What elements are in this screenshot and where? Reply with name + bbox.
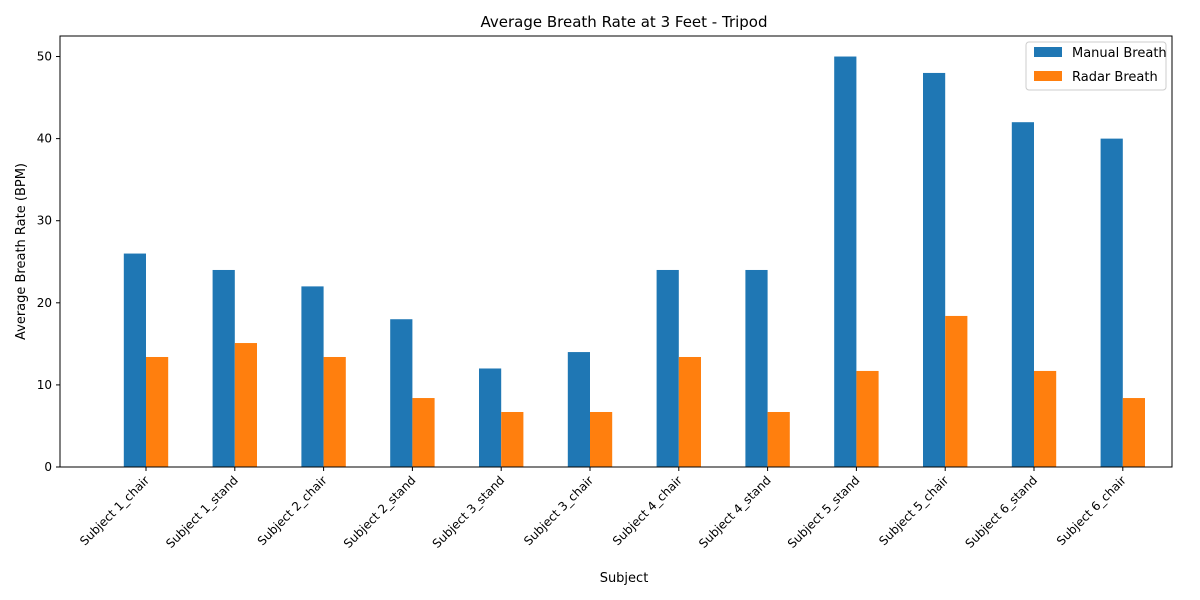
y-tick-label: 30 [37, 214, 52, 228]
y-tick-label: 20 [37, 296, 52, 310]
bar-manual-breath-subject-1-chair [123, 253, 146, 467]
bar-manual-breath-subject-3-chair [567, 352, 590, 467]
legend: Manual Breath Radar Breath [1025, 41, 1167, 91]
bar-manual-breath-subject-4-stand [745, 269, 768, 467]
bar-radar-breath-subject-3-stand [501, 411, 524, 467]
bar-manual-breath-subject-5-chair [923, 72, 946, 467]
y-tick-label: 50 [37, 50, 52, 64]
legend-label-manual-breath: Manual Breath [1072, 46, 1167, 61]
legend-label-radar-breath: Radar Breath [1072, 70, 1158, 85]
bar-manual-breath-subject-4-chair [656, 269, 679, 467]
bar-manual-breath-subject-2-stand [390, 319, 413, 467]
plot-frame [59, 35, 1173, 468]
x-axis-label: Subject [600, 571, 649, 586]
y-axis-label: Average Breath Rate (BPM) [14, 163, 29, 340]
bar-radar-breath-subject-4-stand [767, 411, 790, 467]
bar-manual-breath-subject-5-stand [834, 56, 857, 468]
bar-radar-breath-subject-6-chair [1122, 398, 1145, 467]
bars-group [123, 56, 1145, 468]
y-tick-label: 10 [37, 378, 52, 392]
y-tick-label: 0 [44, 460, 52, 474]
legend-swatch-radar-breath [1034, 71, 1062, 81]
y-axis: 0 10 20 30 40 50 [37, 50, 60, 474]
bar-radar-breath-subject-2-chair [323, 356, 346, 467]
bar-manual-breath-subject-3-stand [479, 368, 502, 467]
bar-radar-breath-subject-5-stand [856, 370, 879, 467]
bar-manual-breath-subject-6-stand [1011, 122, 1034, 467]
bar-manual-breath-subject-6-chair [1100, 138, 1123, 467]
chart-title: Average Breath Rate at 3 Feet - Tripod [481, 13, 768, 31]
bar-radar-breath-subject-1-stand [234, 343, 257, 467]
bar-radar-breath-subject-1-chair [146, 356, 169, 467]
bar-radar-breath-subject-2-stand [412, 398, 435, 467]
bar-radar-breath-subject-5-chair [945, 315, 968, 467]
bar-manual-breath-subject-2-chair [301, 286, 324, 467]
bar-manual-breath-subject-1-stand [212, 269, 235, 467]
y-tick-label: 40 [37, 132, 52, 146]
legend-swatch-manual-breath [1034, 47, 1062, 57]
bar-radar-breath-subject-4-chair [678, 356, 701, 467]
bar-radar-breath-subject-3-chair [590, 411, 613, 467]
bar-radar-breath-subject-6-stand [1034, 370, 1057, 467]
